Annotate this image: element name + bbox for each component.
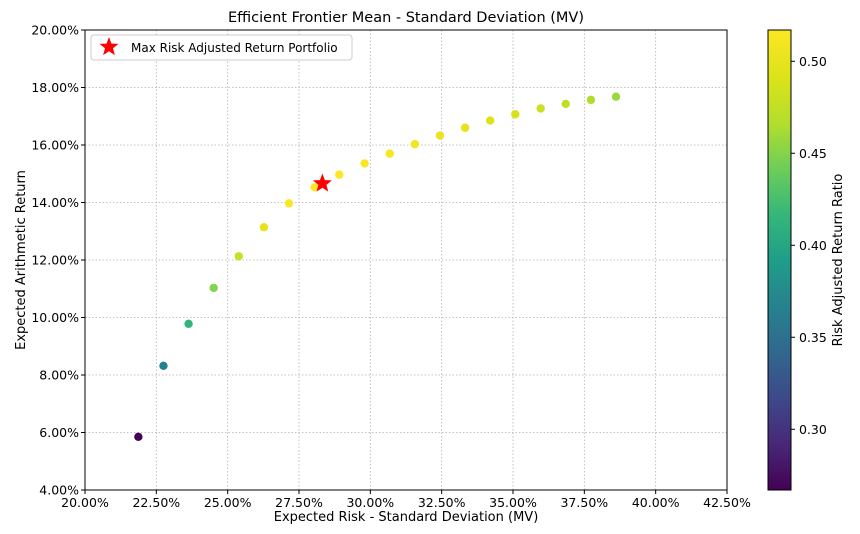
legend-star-icon (99, 37, 119, 56)
x-tick-label: 35.00% (489, 495, 537, 510)
scatter-point (460, 123, 470, 132)
scatter-point (335, 170, 344, 179)
y-tick-label: 10.00% (31, 310, 79, 325)
x-axis-title: Expected Risk - Standard Deviation (MV) (274, 510, 539, 525)
y-tick-label: 8.00% (39, 368, 79, 383)
colorbar-gradient (767, 29, 792, 491)
y-axis-ticks: 4.00% 6.00% 8.00% 10.00% 12.00% 14.00% 16.00% 1… (31, 23, 85, 498)
x-axis-ticks: 20.00% 22.50% 25.00% 27.50% 30.00% 32.50% 35.0… (61, 490, 751, 510)
y-tick-label: 14.00% (31, 195, 79, 210)
scatter-point (435, 131, 445, 140)
colorbar-tick-label: 0.50 (799, 54, 827, 69)
scatter-point (586, 95, 596, 105)
x-tick-label: 42.50% (703, 495, 751, 510)
colorbar-tick-label: 0.45 (799, 146, 827, 161)
y-tick-label: 20.00% (31, 23, 79, 38)
scatter-point (134, 432, 143, 442)
x-tick-label: 20.00% (61, 495, 109, 510)
legend-label: Max Risk Adjusted Return Portfolio (131, 41, 338, 55)
scatter-point (410, 139, 420, 149)
scatter-point (611, 92, 621, 101)
colorbar-title: Risk Adjusted Return Ratio (831, 174, 846, 347)
highlight-layer (312, 173, 332, 192)
colorbar-tick-label: 0.40 (799, 238, 827, 253)
x-tick-label: 32.50% (418, 495, 466, 510)
colorbar-ticks: 0.30 0.35 0.40 0.45 0.50 (791, 54, 827, 437)
colorbar: 0.30 0.35 0.40 0.45 0.50 Risk Adjusted Retur… (767, 29, 846, 491)
plot-area-frame (84, 29, 728, 491)
scatter-point (561, 99, 570, 109)
y-tick-label: 18.00% (31, 80, 79, 95)
scatter-point (234, 252, 243, 261)
colorbar-tick-label: 0.30 (799, 422, 827, 437)
y-tick-label: 12.00% (31, 253, 79, 268)
x-tick-label: 22.50% (132, 495, 180, 510)
scatter-point (511, 110, 520, 119)
x-tick-label: 30.00% (346, 495, 394, 510)
y-tick-label: 6.00% (39, 425, 79, 440)
y-axis-title: Expected Arithmetic Return (14, 170, 29, 350)
scatter-point (385, 149, 394, 158)
legend-box (90, 34, 353, 61)
scatter-point (485, 116, 495, 125)
scatter-point (536, 104, 545, 113)
y-tick-label: 4.00% (39, 483, 79, 498)
colorbar-tick-label: 0.35 (799, 330, 827, 345)
x-tick-label: 37.50% (560, 495, 608, 510)
scatter-point (259, 223, 269, 232)
scatter-point (284, 199, 294, 208)
chart-title: Efficient Frontier Mean - Standard Devia… (228, 10, 584, 26)
scatter-point (184, 319, 193, 329)
scatter-point (360, 159, 369, 168)
scatter-point (159, 361, 168, 370)
scatter-points (134, 92, 621, 442)
x-tick-label: 27.50% (275, 495, 323, 510)
x-tick-label: 40.00% (632, 495, 680, 510)
scatter-point (310, 183, 319, 192)
x-tick-label: 25.00% (204, 495, 252, 510)
scatter-point (209, 283, 218, 293)
grid-layer (85, 30, 727, 490)
legend: Max Risk Adjusted Return Portfolio (90, 34, 353, 61)
y-tick-label: 16.00% (31, 138, 79, 153)
max-risk-adjusted-star-marker (312, 173, 332, 192)
